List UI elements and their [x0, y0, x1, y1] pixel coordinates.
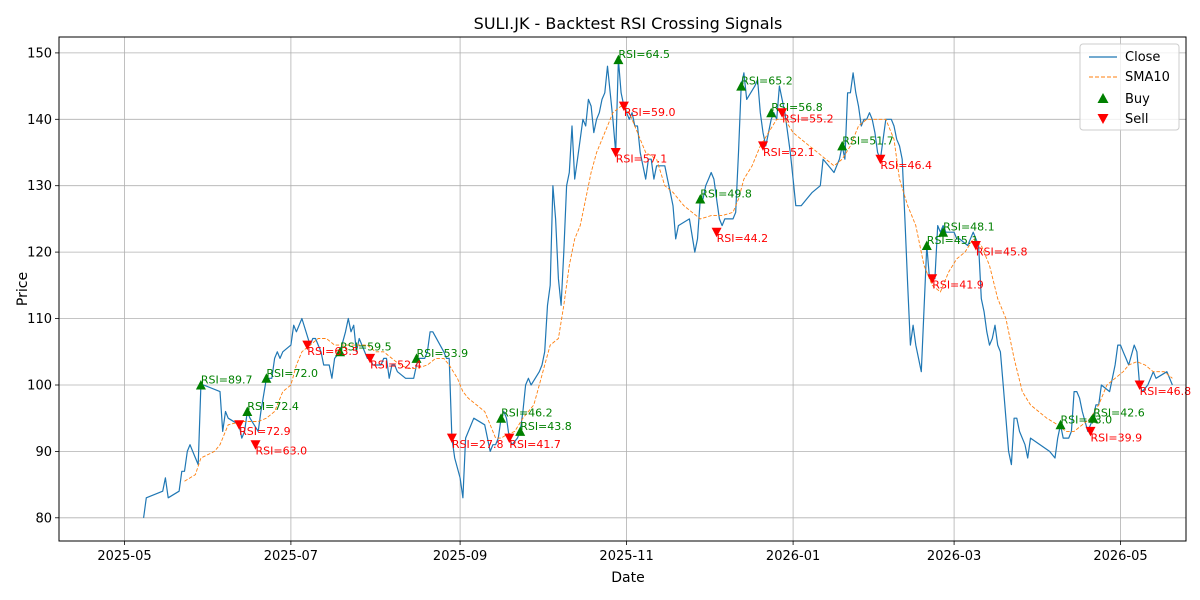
buy-signal-label: RSI=43.0	[1061, 413, 1113, 426]
x-tick-label: 2026-05	[1093, 549, 1147, 564]
buy-signal-marker	[736, 81, 747, 91]
chart-title: SULI.JK - Backtest RSI Crossing Signals	[474, 14, 783, 33]
buy-signal-marker	[411, 353, 422, 363]
y-axis-label: Price	[15, 272, 31, 306]
x-tick-label: 2026-03	[927, 549, 981, 564]
legend-sell-marker	[1097, 114, 1109, 124]
close-price-line	[143, 59, 1173, 518]
sell-signal-label: RSI=63.0	[256, 445, 308, 458]
sell-signal-label: RSI=27.8	[452, 438, 504, 451]
buy-signal-marker	[938, 227, 949, 237]
buy-signal-label: RSI=65.2	[741, 75, 793, 88]
y-tick-label: 110	[27, 312, 52, 327]
legend-buy-marker	[1097, 93, 1109, 103]
sell-signal-label: RSI=46.4	[880, 159, 932, 172]
buy-signal-label: RSI=53.9	[417, 347, 469, 360]
sell-signal-label: RSI=41.9	[932, 279, 984, 292]
y-tick-label: 80	[35, 511, 52, 526]
x-tick-label: 2025-11	[599, 549, 653, 564]
sell-signal-label: RSI=59.0	[624, 106, 676, 119]
sell-signal-label: RSI=52.1	[763, 146, 815, 159]
sell-signal-marker	[610, 148, 621, 158]
sell-signal-label: RSI=55.2	[782, 113, 834, 126]
y-tick-label: 90	[35, 445, 52, 460]
buy-signal-marker	[261, 373, 272, 383]
x-tick-label: 2025-07	[264, 549, 318, 564]
legend-close-label: Close	[1125, 50, 1160, 65]
sell-signal-marker	[302, 340, 313, 351]
y-tick-label: 140	[27, 113, 52, 128]
sell-signal-label: RSI=44.2	[717, 232, 769, 245]
buy-signal-label: RSI=72.0	[266, 367, 318, 380]
signal-layer: RSI=89.7 RSI=72.4 RSI=72.0 RSI=59.5 RSI=53.9…	[195, 48, 1192, 458]
buy-signal-marker	[837, 140, 848, 151]
buy-signal-label: RSI=72.4	[247, 400, 299, 413]
y-tick-label: 150	[27, 46, 52, 61]
sell-signal-label: RSI=63.5	[307, 345, 359, 358]
sell-signal-label: RSI=39.9	[1091, 431, 1143, 444]
x-tick-label: 2025-05	[97, 549, 151, 564]
y-axis-ticks: 80 90 100 110 120 130 140 150	[27, 46, 59, 526]
sell-signal-marker	[970, 241, 981, 251]
buy-signal-label: RSI=64.5	[618, 48, 670, 61]
buy-signal-marker	[242, 406, 253, 416]
buy-signal-label: RSI=45.1	[927, 234, 979, 247]
buy-signal-label: RSI=42.6	[1093, 407, 1145, 420]
x-tick-label: 2026-01	[766, 549, 820, 564]
y-tick-label: 100	[27, 379, 52, 394]
legend-sell-label: Sell	[1125, 112, 1148, 127]
sell-signal-marker	[927, 274, 938, 284]
buy-signal-marker	[921, 240, 932, 250]
x-tick-label: 2025-09	[433, 549, 487, 564]
buy-signal-marker	[695, 194, 706, 204]
sell-signal-marker	[446, 433, 457, 444]
buy-signal-label: RSI=48.1	[943, 221, 995, 234]
buy-signal-marker	[613, 54, 624, 65]
sell-signal-label: RSI=41.7	[509, 438, 561, 451]
sell-signal-label: RSI=52.4	[370, 358, 422, 371]
x-axis-ticks: 2025-05 2025-07 2025-09 2025-11 2026-01 2026-…	[97, 541, 1148, 564]
sell-signal-marker	[234, 420, 245, 430]
sell-signal-marker	[250, 440, 261, 450]
legend-buy-label: Buy	[1125, 92, 1150, 107]
sell-signal-marker	[777, 108, 788, 118]
x-axis-label: Date	[611, 570, 644, 586]
buy-signal-marker	[496, 413, 507, 423]
buy-signal-label: RSI=89.7	[201, 374, 253, 387]
sell-signal-marker	[618, 101, 629, 112]
buy-signal-marker	[515, 426, 526, 436]
buy-signal-marker	[195, 380, 206, 390]
buy-signal-label: RSI=49.8	[700, 188, 752, 201]
buy-signal-label: RSI=46.2	[501, 407, 553, 420]
buy-signal-label: RSI=51.7	[842, 134, 894, 147]
y-tick-label: 130	[27, 179, 52, 194]
grid	[59, 37, 1186, 541]
sell-signal-marker	[504, 433, 515, 444]
sell-signal-label: RSI=45.8	[976, 246, 1028, 259]
series-layer	[143, 59, 1173, 518]
legend-sma-label: SMA10	[1125, 70, 1170, 85]
buy-signal-marker	[1055, 419, 1066, 430]
sell-signal-label: RSI=46.8	[1140, 385, 1192, 398]
sell-signal-label: RSI=57.1	[616, 153, 668, 166]
buy-signal-label: RSI=43.8	[520, 420, 572, 433]
sma10-line	[184, 105, 1173, 482]
buy-signal-marker	[766, 107, 777, 118]
sell-signal-marker	[1134, 380, 1145, 390]
sell-signal-marker	[711, 227, 722, 238]
legend: Close SMA10 Buy Sell	[1079, 43, 1180, 131]
buy-signal-marker	[1088, 413, 1099, 423]
sell-signal-marker	[1085, 426, 1096, 437]
buy-signal-marker	[335, 346, 346, 357]
sell-signal-label: RSI=72.9	[239, 425, 291, 438]
y-tick-label: 120	[27, 246, 52, 261]
sell-signal-marker	[758, 141, 768, 151]
buy-signal-label: RSI=59.5	[340, 340, 392, 353]
sell-signal-marker	[875, 154, 886, 165]
plot-frame	[58, 36, 1187, 542]
sell-signal-marker	[365, 353, 376, 364]
legend-box	[1079, 43, 1180, 131]
